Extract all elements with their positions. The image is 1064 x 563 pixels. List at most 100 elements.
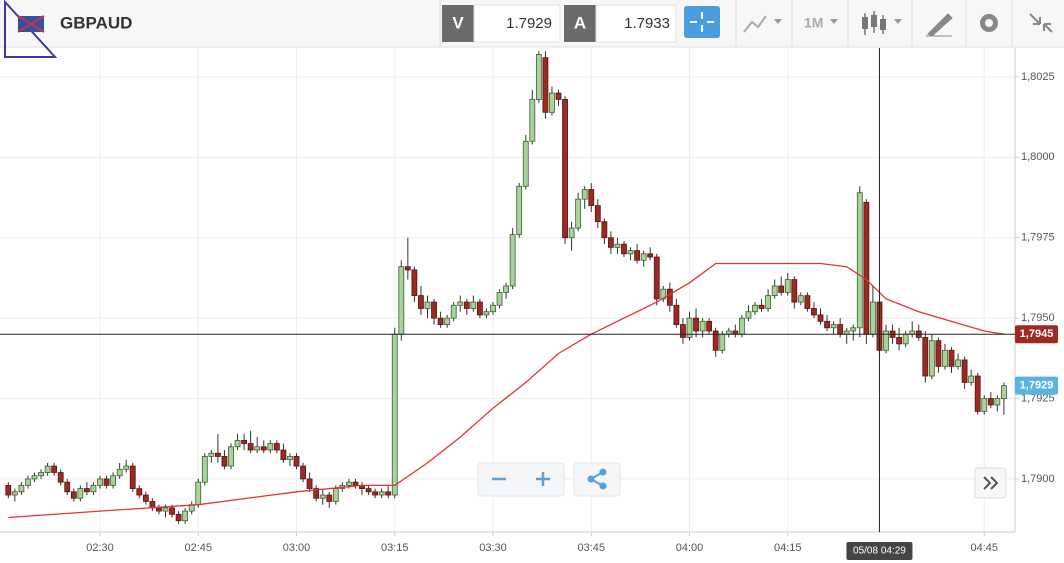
- candle-body: [273, 443, 280, 451]
- candle-body: [987, 398, 994, 406]
- candle-icon-body: [862, 17, 868, 29]
- timeframe[interactable]: 1M: [804, 15, 823, 31]
- moving-average: [8, 262, 1005, 519]
- candle-body: [352, 481, 359, 486]
- candle-body: [31, 475, 38, 480]
- candle-body: [896, 337, 902, 345]
- candle-body: [300, 465, 306, 480]
- ask-tag-label: A: [574, 13, 586, 32]
- last-price-label: 1,7929: [1020, 380, 1054, 392]
- candle-body: [156, 507, 162, 512]
- candle-body: [372, 491, 379, 496]
- candle-body: [621, 243, 627, 255]
- candle-body: [850, 327, 857, 332]
- crosshair-price-label: 1,7945: [1020, 328, 1054, 340]
- candle-body: [981, 398, 988, 412]
- candle-body: [5, 484, 12, 496]
- candle-body: [627, 250, 634, 255]
- candle-body: [588, 189, 595, 206]
- candle-body: [25, 478, 31, 486]
- share-dot: [587, 475, 595, 483]
- candle-body: [608, 237, 614, 248]
- draw-tool-button[interactable]: [926, 13, 953, 37]
- candle-body: [856, 192, 863, 329]
- candle-body: [699, 320, 706, 332]
- crosshair-button[interactable]: [684, 6, 720, 38]
- bid-tag-label: V: [452, 13, 464, 32]
- candle-body: [830, 324, 837, 329]
- zoom-controls: [477, 462, 565, 497]
- candle-body: [948, 349, 955, 367]
- candle-body: [758, 304, 765, 309]
- candle-body: [647, 253, 654, 258]
- candle-body: [378, 491, 385, 496]
- candle-body: [784, 279, 791, 293]
- candle-body: [601, 221, 608, 239]
- candle-body: [614, 243, 621, 248]
- candle-body: [712, 330, 719, 351]
- candle-body: [51, 465, 58, 473]
- candle-body: [411, 269, 418, 297]
- candle-body: [581, 189, 588, 200]
- bid-tag[interactable]: [442, 5, 474, 42]
- candle-body: [961, 359, 968, 383]
- scroll-end-icon: [983, 476, 999, 490]
- candle-body: [634, 250, 640, 261]
- bid-box[interactable]: [473, 4, 561, 43]
- candle-body: [994, 398, 1001, 406]
- collapse-button[interactable]: [1029, 13, 1053, 33]
- candle-body: [942, 349, 948, 367]
- chart-type-button[interactable]: [743, 15, 782, 33]
- candle-body: [797, 295, 804, 303]
- candle-body: [345, 481, 352, 486]
- candle-body: [562, 99, 568, 239]
- y-tick-label: 1,8000: [1021, 151, 1055, 163]
- zoom-in-button[interactable]: [536, 472, 550, 486]
- candle-body: [594, 205, 601, 223]
- candle-body: [968, 375, 975, 383]
- candle-body: [97, 478, 103, 486]
- candle-body: [385, 491, 392, 496]
- candle-body: [739, 317, 745, 335]
- candle-body: [267, 443, 274, 451]
- candle-body: [490, 304, 496, 313]
- candle-body: [483, 311, 490, 316]
- y-tick-label: 1,8025: [1021, 71, 1055, 83]
- share-button[interactable]: [587, 468, 607, 490]
- candle-body: [18, 484, 25, 493]
- candle-body: [837, 324, 844, 335]
- candle-body: [522, 140, 529, 187]
- candle-body: [162, 507, 169, 512]
- candle-body: [241, 439, 248, 444]
- candle-body: [103, 478, 110, 486]
- x-tick-label: 04:15: [774, 542, 802, 554]
- candle-body: [476, 301, 483, 316]
- dropdown-arrow: [774, 19, 782, 24]
- candle-body: [974, 375, 981, 412]
- crosshair-time-label: 05/08 04:29: [853, 546, 906, 557]
- candle-body: [811, 308, 817, 316]
- candle-body: [260, 446, 267, 451]
- candle-style-button[interactable]: [862, 11, 902, 35]
- x-tick-label: 03:00: [283, 542, 311, 554]
- candle-icon-body: [880, 19, 886, 30]
- candle-body: [234, 439, 241, 448]
- candle-body: [653, 256, 660, 300]
- plot: [0, 48, 1015, 532]
- candle-body: [116, 468, 123, 477]
- candle-body: [431, 301, 437, 319]
- candle-body: [293, 456, 300, 467]
- y-tick-label: 1,7975: [1021, 232, 1055, 244]
- candle-body: [64, 481, 71, 493]
- line-icon: [743, 15, 767, 33]
- candle-body: [201, 456, 208, 483]
- candle-body: [313, 488, 320, 499]
- candle-body: [70, 491, 77, 499]
- candle-body: [928, 340, 935, 377]
- ask-box[interactable]: [595, 4, 677, 43]
- dropdown-arrow: [894, 19, 902, 24]
- ask-tag[interactable]: [564, 5, 596, 42]
- candle-body: [666, 288, 673, 306]
- candle-body: [444, 317, 451, 325]
- candle-body: [752, 304, 758, 313]
